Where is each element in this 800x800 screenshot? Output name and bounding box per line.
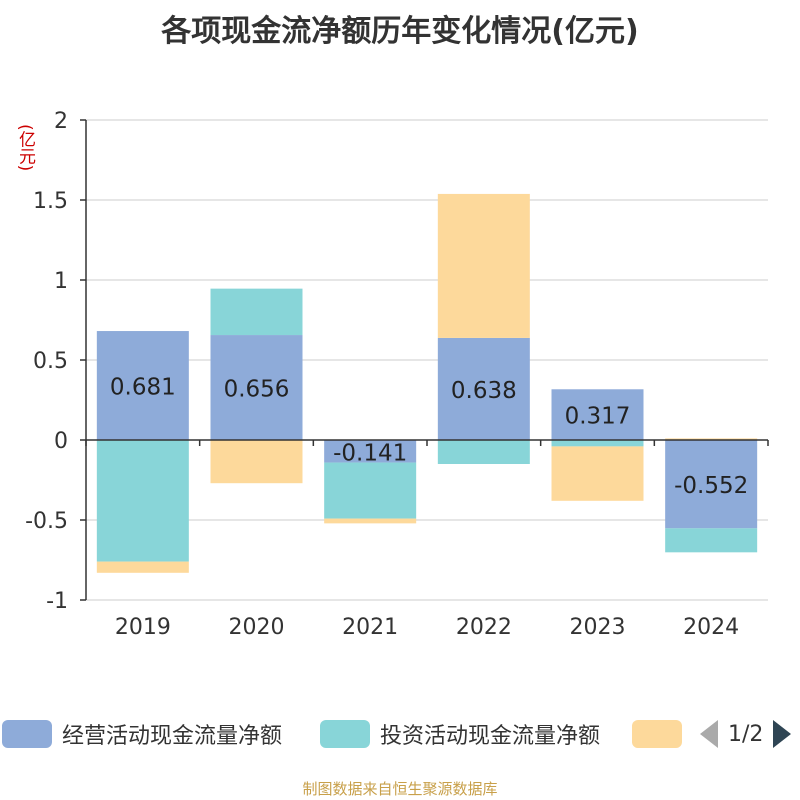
bar-2022-series-3[interactable] <box>437 193 530 338</box>
bar-2023-series-3[interactable] <box>551 446 644 501</box>
bar-2021-series-2[interactable] <box>324 462 417 519</box>
y-tick-label: 1.5 <box>33 189 68 214</box>
bar-2022-series-2[interactable] <box>437 440 530 464</box>
x-tick-label-2022: 2022 <box>456 615 512 640</box>
data-label-2024: -0.552 <box>674 473 748 499</box>
y-tick-label: 2 <box>54 109 68 134</box>
bar-2024-series-1[interactable] <box>665 440 758 529</box>
chart-title: 各项现金流净额历年变化情况(亿元) <box>161 14 639 49</box>
x-tick-label-2024: 2024 <box>683 615 739 640</box>
bar-2024-series-2[interactable] <box>665 528 758 553</box>
legend-prev-arrow-icon[interactable] <box>700 720 718 748</box>
x-tick-label-2020: 2020 <box>229 615 285 640</box>
bars <box>96 193 758 573</box>
bar-2023-series-1[interactable] <box>551 389 644 440</box>
bar-chart: -1 -0.5 0 0.5 1 1.5 2 0.681 2019 0.656 2020 -0.141 2… <box>25 109 769 640</box>
x-tick-label-2021: 2021 <box>342 615 398 640</box>
bar-2019-series-3[interactable] <box>96 561 189 573</box>
legend-swatch-investing <box>320 720 370 748</box>
grid-lines <box>86 119 768 601</box>
y-axis-unit: (亿元) <box>15 124 35 172</box>
bar-2022-series-1[interactable] <box>437 337 530 440</box>
x-tick-label-2019: 2019 <box>115 615 171 640</box>
bar-2024-series-3[interactable] <box>665 438 758 440</box>
bar-2021-series-1[interactable] <box>324 440 417 463</box>
bar-2020-series-3[interactable] <box>210 440 303 484</box>
y-tick-label: -0.5 <box>25 509 68 534</box>
data-label-2021: -0.141 <box>333 440 407 466</box>
legend-label-operating: 经营活动现金流量净额 <box>62 724 283 749</box>
legend-item-operating[interactable]: 经营活动现金流量净额 <box>2 716 282 752</box>
bar-2023-series-2[interactable] <box>551 440 644 447</box>
legend: 经营活动现金流量净额 投资活动现金流量净额 <box>0 716 800 756</box>
legend-swatch-financing <box>632 720 682 748</box>
bar-2019-series-2[interactable] <box>96 440 189 562</box>
legend-swatch-operating <box>2 720 52 748</box>
y-tick-label: 0.5 <box>33 349 68 374</box>
bar-2021-series-3[interactable] <box>324 518 417 524</box>
data-source-note: 制图数据来自恒生聚源数据库 <box>302 780 498 798</box>
legend-page-indicator: 1/2 <box>728 721 764 747</box>
legend-next-arrow-icon[interactable] <box>773 720 792 748</box>
y-tick-label: 1 <box>54 269 68 294</box>
x-tick-label-2023: 2023 <box>570 615 626 640</box>
labels: -1 -0.5 0 0.5 1 1.5 2 0.681 2019 0.656 2020 -0.141 2… <box>25 109 748 640</box>
data-label-2020: 0.656 <box>224 377 290 403</box>
data-label-2023: 0.317 <box>565 404 631 430</box>
legend-label-investing: 投资活动现金流量净额 <box>380 724 601 749</box>
data-label-2022: 0.638 <box>451 378 517 404</box>
bar-2019-series-1[interactable] <box>96 331 189 440</box>
bar-2020-series-1[interactable] <box>210 335 303 440</box>
legend-item-investing[interactable]: 投资活动现金流量净额 <box>320 716 600 752</box>
legend-item-financing[interactable] <box>632 716 682 752</box>
axes <box>80 119 769 601</box>
bar-2020-series-2[interactable] <box>210 288 303 336</box>
y-tick-label: -1 <box>46 589 68 614</box>
y-tick-label: 0 <box>54 429 68 454</box>
data-label-2019: 0.681 <box>110 375 176 401</box>
legend-pager: 1/2 <box>700 716 792 752</box>
